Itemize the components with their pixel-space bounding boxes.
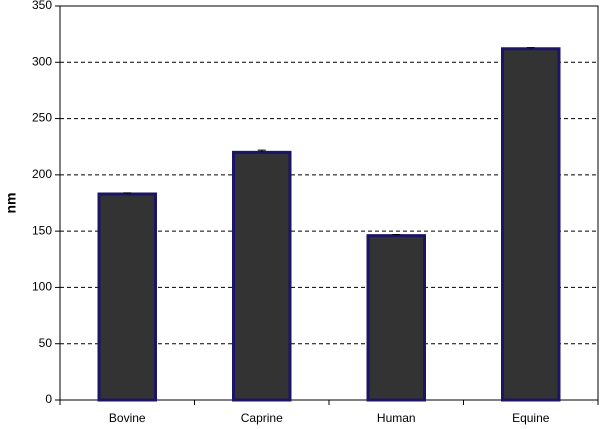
- y-tick-label: 50: [39, 336, 53, 350]
- y-tick-label: 100: [32, 280, 52, 294]
- y-tick-label: 250: [32, 111, 52, 125]
- error-bar: [123, 192, 132, 194]
- x-tick-label: Caprine: [241, 411, 283, 425]
- x-tick-label: Human: [377, 411, 416, 425]
- y-tick-label: 200: [32, 167, 52, 181]
- y-tick-label: 150: [32, 223, 52, 237]
- bar: [366, 234, 426, 402]
- error-bar: [392, 234, 401, 236]
- bar: [501, 47, 561, 402]
- bar: [97, 192, 157, 402]
- error-bar: [526, 47, 535, 49]
- y-tick-label: 0: [45, 392, 52, 406]
- y-tick-label: 350: [32, 0, 52, 12]
- error-bar: [257, 149, 266, 153]
- x-tick-label: Bovine: [109, 411, 146, 425]
- bar: [232, 150, 292, 402]
- y-tick-label: 300: [32, 54, 52, 68]
- y-axis-label: nm: [3, 193, 19, 214]
- x-tick-label: Equine: [512, 411, 550, 425]
